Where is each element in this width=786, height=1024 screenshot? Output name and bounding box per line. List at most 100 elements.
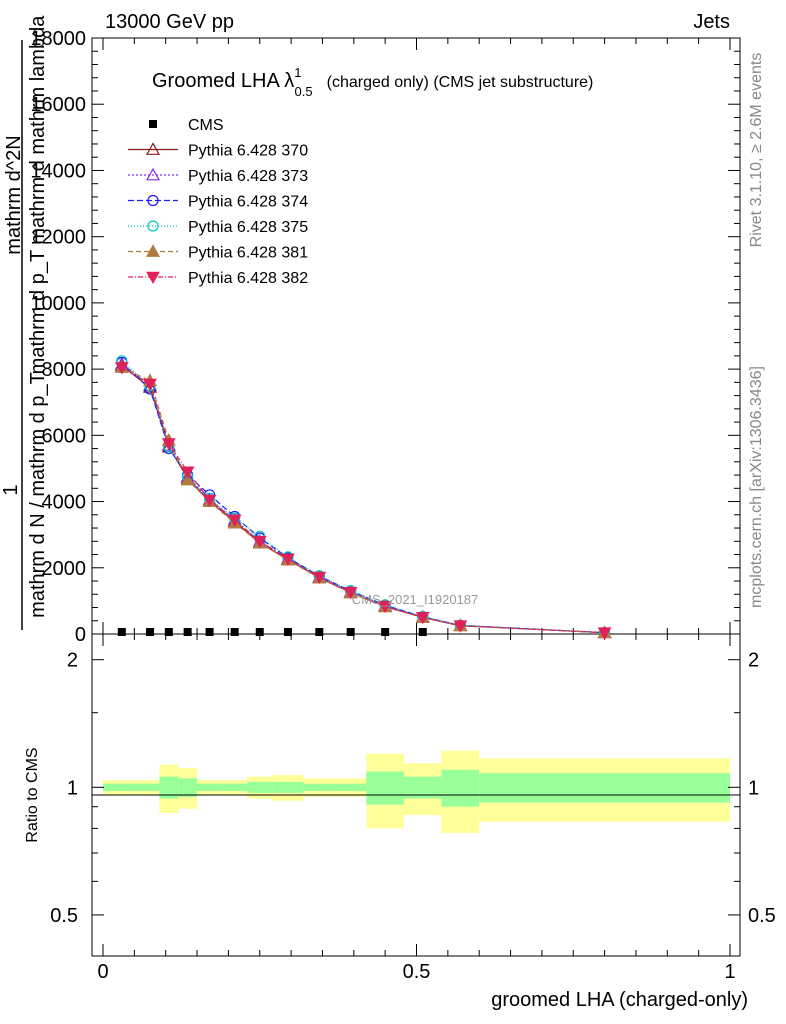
data-point xyxy=(145,167,161,181)
x-tick-label: 1 xyxy=(724,961,735,983)
y-tick-label: 6000 xyxy=(42,425,87,447)
legend-label: Pythia 6.428 374 xyxy=(188,194,308,211)
y-tick-label: 14000 xyxy=(30,160,86,182)
ratio-inner-band xyxy=(197,783,223,792)
mcplots-label: mcplots.cern.ch [arXiv:1306.3436] xyxy=(748,366,765,608)
legend-entry: CMS xyxy=(149,117,224,134)
data-point xyxy=(283,628,292,637)
y-tick-label: 2000 xyxy=(42,558,87,580)
y-tick-label: 16000 xyxy=(30,94,86,116)
header-left-label: 13000 GeV pp xyxy=(105,11,234,33)
data-point xyxy=(415,611,430,625)
legend-label: Pythia 6.428 382 xyxy=(188,270,308,287)
data-point xyxy=(453,620,468,633)
data-point xyxy=(183,628,192,637)
ratio-tick-label: 0.5 xyxy=(50,905,78,927)
y-tick-label: 12000 xyxy=(30,227,86,249)
data-point xyxy=(312,571,327,585)
legend-entry: Pythia 6.428 370 xyxy=(128,142,308,160)
ratio-inner-band xyxy=(247,781,273,793)
data-point xyxy=(378,600,392,614)
legend-entry: Pythia 6.428 374 xyxy=(128,194,308,211)
data-point xyxy=(147,194,159,207)
data-point xyxy=(418,628,427,637)
y-tick-label: 4000 xyxy=(42,492,87,514)
y-tick-label: 18000 xyxy=(30,28,86,50)
legend-label: Pythia 6.428 370 xyxy=(188,143,308,160)
rivet-version-label: Rivet 3.1.10, ≥ 2.6M events xyxy=(748,53,765,248)
data-point xyxy=(255,628,264,637)
data-point xyxy=(149,120,157,128)
main-y-axis-label: 1 mathrm d^2N mathrm d N / mathrm d p_T … xyxy=(0,15,49,630)
data-point xyxy=(143,380,158,393)
series-line xyxy=(121,366,605,634)
ratio-inner-band xyxy=(479,773,730,803)
data-point xyxy=(114,362,129,375)
ratio-tick-label-right: 2 xyxy=(748,650,759,672)
legend: CMS Pythia 6.428 370 Pythia 6.428 373 Pythi… xyxy=(128,117,308,287)
ratio-inner-band xyxy=(366,771,404,805)
main-y-axis: 0 2000 4000 6000 8000 10000 12000 14000 16000 180… xyxy=(30,28,740,646)
legend-label: Pythia 6.428 373 xyxy=(188,168,308,185)
analysis-watermark: CMS_2021_I1920187 xyxy=(352,592,479,607)
header-right-label: Jets xyxy=(693,11,730,33)
series-line xyxy=(121,362,605,634)
y-tick-label: 10000 xyxy=(30,293,86,315)
legend-entry: Pythia 6.428 382 xyxy=(128,270,308,287)
chart-title-suffix: (charged only) (CMS jet substructure) xyxy=(327,74,594,91)
ratio-inner-band xyxy=(441,769,480,807)
chart-title-superscript: 1 xyxy=(294,65,301,80)
data-point xyxy=(161,438,176,451)
data-point xyxy=(381,628,390,637)
data-point xyxy=(145,244,161,257)
legend-entry: Pythia 6.428 375 xyxy=(128,219,308,236)
data-point xyxy=(227,514,242,527)
data-point xyxy=(346,628,355,637)
ratio-y-axis: 0.5 0.5 1 1 2 2 xyxy=(50,650,776,927)
ratio-inner-band xyxy=(140,783,160,792)
legend-label: Pythia 6.428 381 xyxy=(188,245,308,262)
ratio-inner-band xyxy=(178,778,198,797)
data-point xyxy=(164,628,173,637)
ratio-inner-band xyxy=(303,783,335,792)
data-point xyxy=(147,220,159,232)
ratio-uncertainty-bands xyxy=(103,750,730,834)
x-tick-label: 0.5 xyxy=(403,961,431,983)
data-series xyxy=(114,355,612,640)
y-label-denominator: mathrm d N / mathrm d p_T xyxy=(27,372,49,618)
data-point xyxy=(180,466,195,479)
data-point xyxy=(202,494,217,507)
ratio-y-axis-label: Ratio to CMS xyxy=(24,747,41,842)
data-point xyxy=(146,628,155,637)
ratio-inner-band xyxy=(222,783,248,792)
y-label-numerator: mathrm d^2N xyxy=(3,135,25,254)
ratio-inner-band xyxy=(403,776,442,799)
data-point xyxy=(281,553,295,566)
legend-label: Pythia 6.428 375 xyxy=(188,219,308,236)
ratio-tick-label: 2 xyxy=(67,650,78,672)
y-tick-label: 0 xyxy=(75,624,86,646)
data-point xyxy=(230,628,239,637)
y-label-denominator-2: mathrm d p_T mathrm d mathrm lambda xyxy=(27,15,49,375)
x-tick-label: 0 xyxy=(97,961,108,983)
data-point xyxy=(180,472,195,486)
series-line xyxy=(121,366,605,634)
data-point xyxy=(252,535,267,549)
data-point xyxy=(315,628,324,637)
series-6 xyxy=(114,362,612,640)
data-point xyxy=(143,378,157,392)
legend-entry: Pythia 6.428 381 xyxy=(128,244,308,262)
y-tick-label: 8000 xyxy=(42,359,87,381)
ratio-inner-band xyxy=(159,776,179,799)
legend-entry: Pythia 6.428 373 xyxy=(128,167,308,185)
y-label-one: 1 xyxy=(0,484,22,495)
chart-title-text: Groomed LHA λ xyxy=(152,70,294,92)
data-point xyxy=(117,628,126,637)
ratio-tick-label: 1 xyxy=(67,777,78,799)
series-0 xyxy=(117,628,427,637)
ratio-inner-band xyxy=(334,783,367,792)
data-point xyxy=(205,628,214,637)
data-point xyxy=(343,586,358,600)
data-point xyxy=(145,142,161,155)
